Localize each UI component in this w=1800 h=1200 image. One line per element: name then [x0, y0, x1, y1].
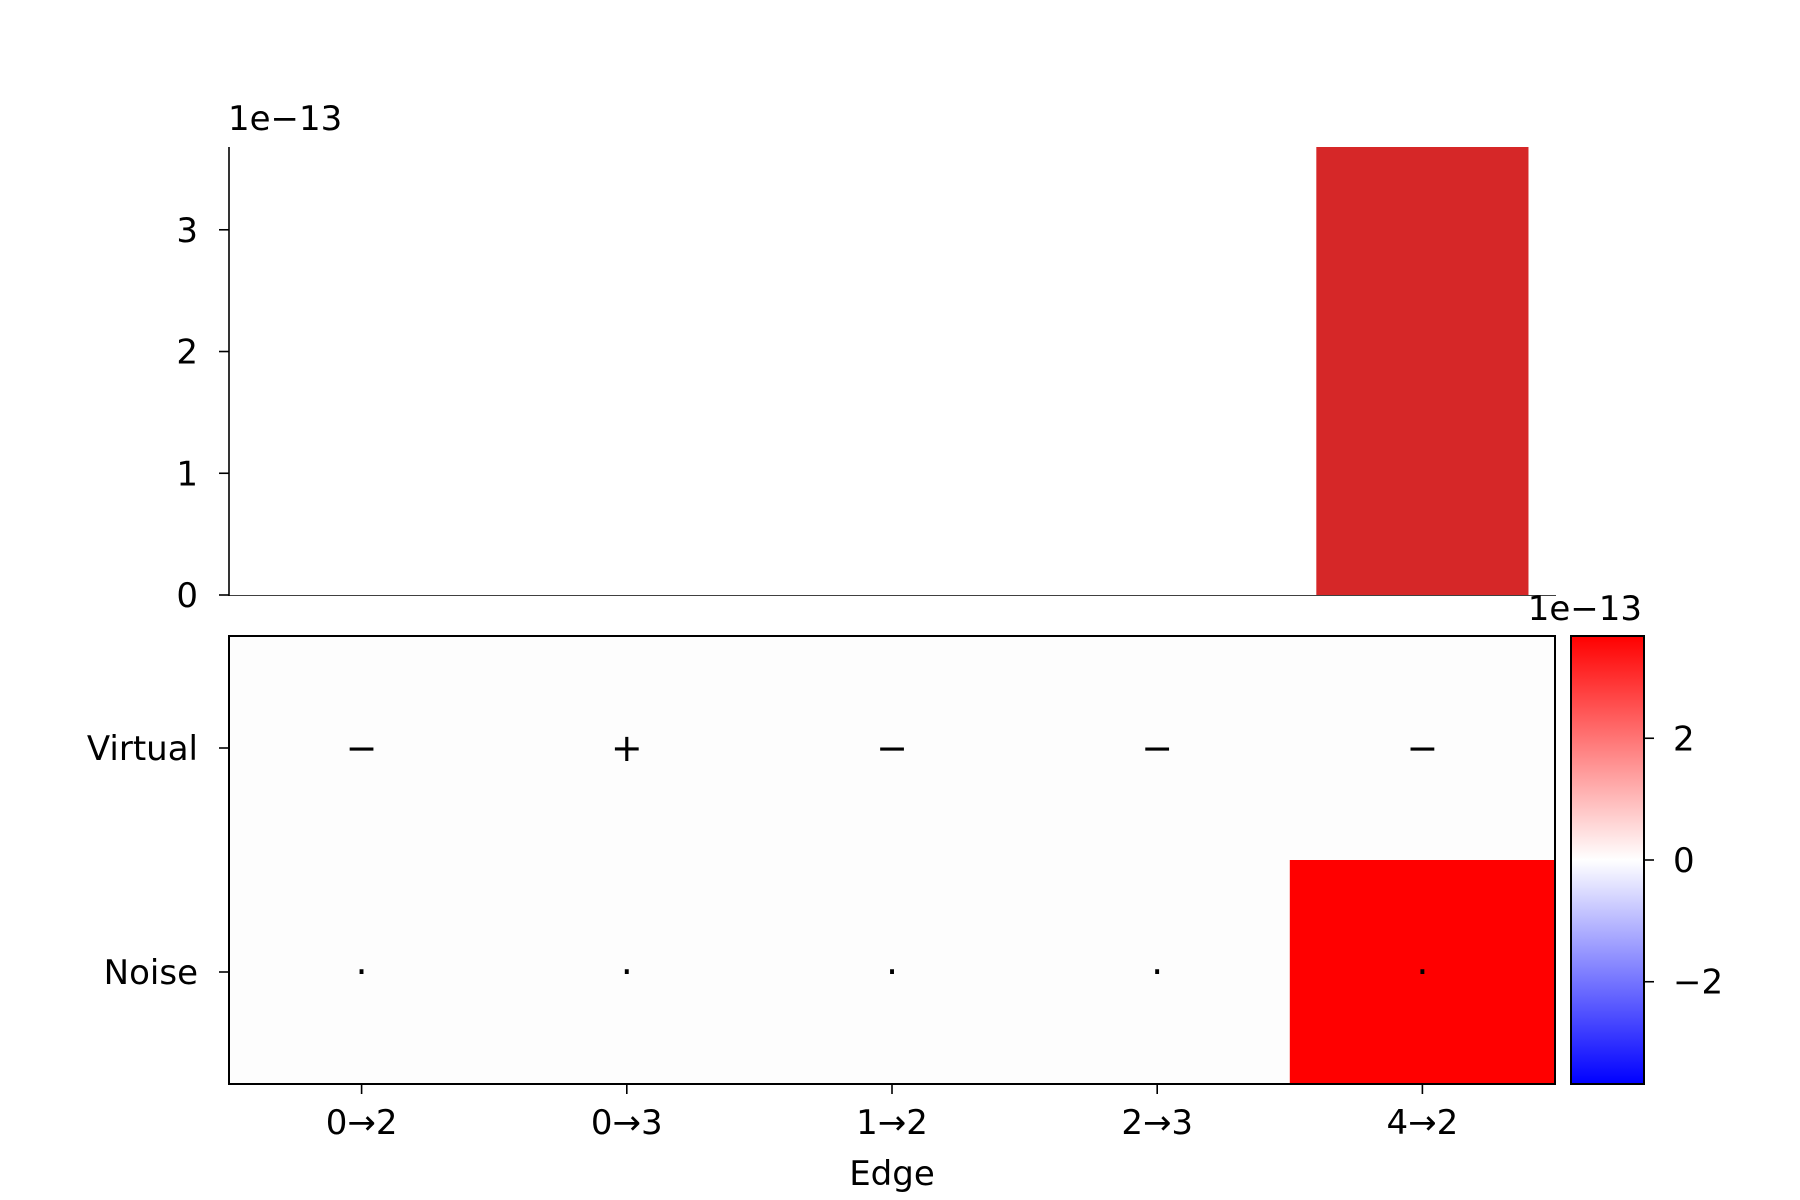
bar-4 — [1316, 147, 1529, 595]
bar-marks — [1316, 147, 1529, 595]
heatmap-symbols: − + − − − · · · · · — [346, 726, 1439, 994]
heatmap-symbol: − — [346, 726, 378, 770]
heatmap-symbol: · — [356, 950, 368, 994]
x-tick-label: 4→2 — [1387, 1103, 1459, 1143]
colorbar-tick-label: 2 — [1673, 719, 1695, 759]
heatmap-symbol: · — [1151, 950, 1163, 994]
colorbar-tick-label: −2 — [1673, 963, 1723, 1003]
heatmap-cell-1-4 — [1289, 860, 1555, 1084]
heatmap-symbol: · — [621, 950, 633, 994]
heatmap-y-ticks: Virtual Noise — [87, 729, 229, 993]
x-tick-label: 1→2 — [856, 1103, 928, 1143]
heatmap-cells — [1289, 860, 1555, 1084]
colorbar-gradient — [1570, 635, 1645, 1085]
heatmap-symbol: · — [1416, 950, 1428, 994]
heatmap-x-ticks: 0→2 0→3 1→2 2→3 4→2 — [326, 1084, 1459, 1143]
x-tick-label: 0→3 — [591, 1103, 663, 1143]
bar-y-tick-label: 2 — [176, 333, 198, 373]
heatmap-symbol: − — [1406, 726, 1438, 770]
heatmap-panel: − + − − −· · · · · 0→2 0→3 1→2 2→3 4→2 VirtualNoise … — [87, 635, 1556, 1194]
bar-y-tick-label: 3 — [176, 211, 198, 251]
bar-y-tick-label: 1 — [176, 454, 198, 494]
heatmap-symbol: · — [886, 950, 898, 994]
y-tick-label: Noise — [104, 953, 198, 993]
x-tick-label: 0→2 — [326, 1103, 398, 1143]
y-tick-label: Virtual — [87, 729, 198, 769]
bar-chart-panel: 0 1 2 3 1e−13 — [176, 99, 1556, 616]
colorbar: 2 0 −2 1e−13 — [1528, 589, 1723, 1085]
colorbar-offset-label: 1e−13 — [1528, 589, 1642, 629]
colorbar-tick-label: 0 — [1673, 841, 1695, 881]
heatmap-symbol: + — [611, 726, 643, 770]
bar-y-tick-label: 0 — [176, 576, 198, 616]
bar-y-ticks: 0 1 2 3 — [176, 211, 229, 616]
bar-offset-label: 1e−13 — [228, 99, 342, 139]
heatmap-symbol: − — [1141, 726, 1173, 770]
heatmap-symbol: − — [876, 726, 908, 770]
x-tick-label: 2→3 — [1121, 1103, 1193, 1143]
x-axis-label: Edge — [849, 1154, 935, 1194]
colorbar-ticks: 2 0 −2 — [1644, 719, 1723, 1003]
